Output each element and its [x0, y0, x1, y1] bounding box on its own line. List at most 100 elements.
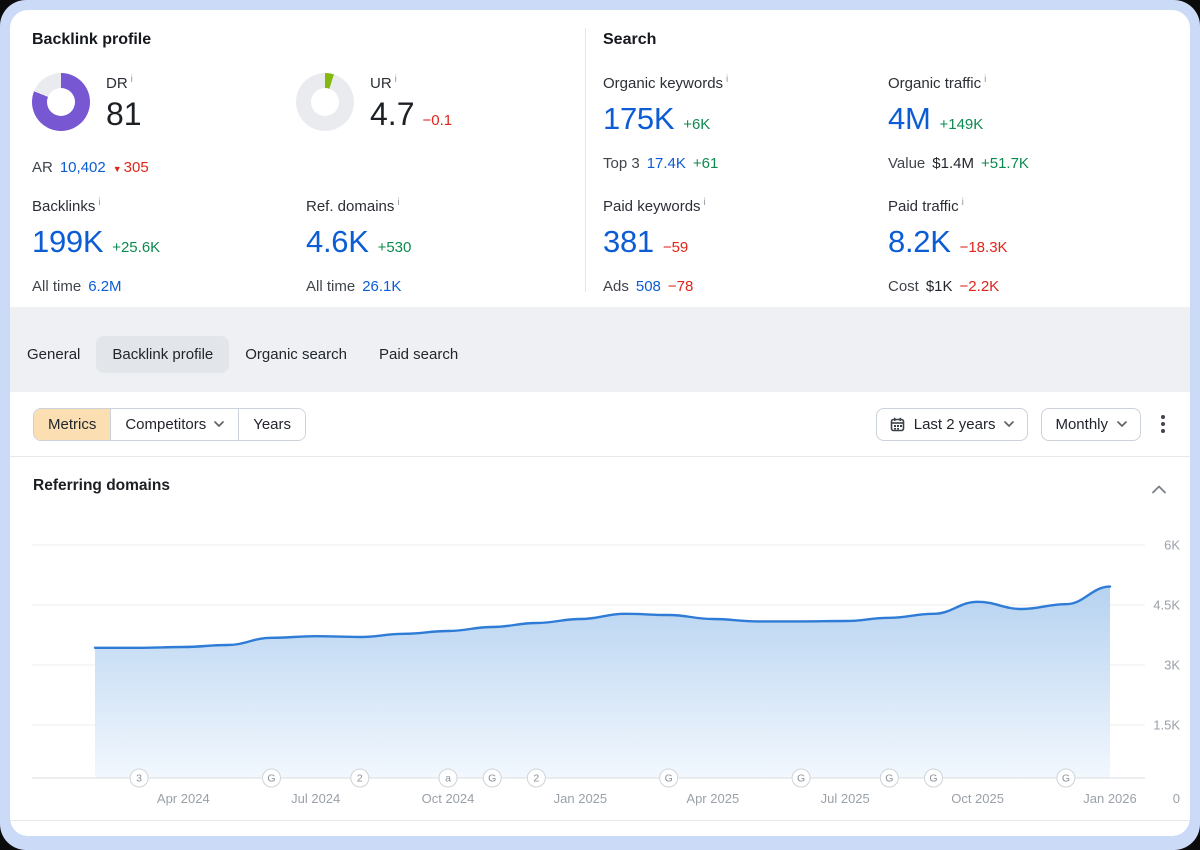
ref-domains-alltime-link[interactable]: 26.1K	[362, 278, 402, 295]
ar-row: AR 10,402 ▼ 305	[32, 159, 149, 178]
ads-prefix: Ads	[603, 278, 629, 295]
organic-traffic-metric: Organic traffic i 4M +149K Value $1.4M +5…	[888, 71, 1029, 173]
backlinks-metric: Backlinks i 199K +25.6K All time 6.2M	[32, 194, 160, 296]
info-icon[interactable]: i	[703, 197, 706, 208]
backlinks-alltime-link[interactable]: 6.2M	[88, 278, 122, 295]
date-range-button[interactable]: Last 2 years	[875, 407, 1029, 441]
svg-text:G: G	[929, 773, 937, 785]
svg-text:Apr 2025: Apr 2025	[686, 791, 739, 806]
svg-text:Jan 2025: Jan 2025	[554, 791, 608, 806]
svg-text:Oct 2024: Oct 2024	[422, 791, 475, 806]
svg-text:G: G	[885, 773, 893, 785]
ar-prefix: AR	[32, 159, 53, 176]
ref-domains-metric: Ref. domains i 4.6K +530 All time 26.1K	[306, 194, 411, 296]
dr-value: 81	[106, 96, 142, 132]
info-icon[interactable]: i	[961, 197, 964, 208]
info-icon[interactable]: i	[397, 197, 400, 208]
paid-keywords-value-link[interactable]: 381	[603, 224, 654, 259]
ref-domains-label: Ref. domains i	[306, 197, 400, 215]
ads-value-link[interactable]: 508	[635, 278, 661, 295]
svg-text:G: G	[488, 773, 496, 785]
organic-traffic-value-link[interactable]: 4M	[888, 101, 931, 136]
paid-traffic-value-link[interactable]: 8.2K	[888, 224, 951, 259]
svg-text:3: 3	[136, 773, 142, 785]
svg-text:Jan 2026: Jan 2026	[1083, 791, 1137, 806]
ur-value: 4.7 −0.1	[370, 96, 452, 139]
chevron-down-icon	[1004, 421, 1015, 427]
svg-text:Apr 2024: Apr 2024	[157, 791, 210, 806]
svg-text:0: 0	[1173, 791, 1180, 806]
organic-traffic-label: Organic traffic i	[888, 74, 987, 92]
paid-traffic-delta: −18.3K	[959, 239, 1008, 256]
section-divider	[585, 28, 586, 292]
svg-text:G: G	[267, 773, 275, 785]
backlinks-label: Backlinks i	[32, 197, 101, 215]
ur-gauge-donut	[296, 73, 354, 131]
svg-text:Oct 2025: Oct 2025	[951, 791, 1004, 806]
backlink-profile-title: Backlink profile	[32, 31, 152, 48]
ref-domains-delta: +530	[377, 239, 412, 256]
years-segment[interactable]: Years	[238, 408, 306, 440]
ur-block: UR i 4.7 −0.1	[370, 71, 452, 139]
organic-keywords-label: Organic keywords i	[603, 74, 729, 92]
ref-domains-value-link[interactable]: 4.6K	[306, 224, 369, 259]
svg-text:G: G	[665, 773, 673, 785]
cost-delta: −2.2K	[959, 278, 1000, 295]
chevron-down-icon	[1117, 421, 1127, 427]
svg-text:a: a	[445, 773, 451, 785]
info-icon[interactable]: i	[984, 74, 987, 85]
svg-text:3K: 3K	[1164, 658, 1180, 673]
panel-bottom-divider	[10, 820, 1190, 821]
cost-value: $1K	[925, 278, 953, 295]
organic-keywords-value-link[interactable]: 175K	[603, 101, 675, 136]
value-prefix: Value	[888, 155, 926, 172]
organic-keywords-metric: Organic keywords i 175K +6K Top 3 17.4K +…	[603, 71, 728, 173]
tab-general[interactable]: General	[27, 346, 81, 363]
top3-prefix: Top 3	[603, 155, 640, 172]
overview-card: Backlink profile Search DR i 81 AR 10,402…	[10, 10, 1190, 836]
backlinks-delta: +25.6K	[112, 239, 161, 256]
ar-value-link[interactable]: 10,402	[59, 159, 106, 176]
ur-label: UR i	[370, 74, 397, 92]
chevron-down-icon	[214, 421, 225, 427]
info-icon[interactable]: i	[130, 74, 133, 85]
backlinks-value-link[interactable]: 199K	[32, 224, 104, 259]
referring-domains-panel-header: Referring domains	[10, 457, 1190, 520]
view-segmented-control: Metrics Competitors Years	[33, 407, 307, 441]
info-icon[interactable]: i	[726, 74, 729, 85]
backlinks-sub-prefix: All time	[32, 278, 82, 295]
top3-value-link[interactable]: 17.4K	[646, 155, 686, 172]
competitors-segment[interactable]: Competitors	[110, 408, 239, 440]
paid-traffic-metric: Paid traffic i 8.2K −18.3K Cost $1K −2.2K	[888, 194, 1008, 296]
granularity-button[interactable]: Monthly	[1041, 407, 1141, 441]
traffic-value-delta: +51.7K	[980, 155, 1029, 172]
report-tabs: General Backlink profile Organic search …	[10, 307, 1190, 392]
svg-text:6K: 6K	[1164, 538, 1180, 553]
paid-keywords-label: Paid keywords i	[603, 197, 706, 215]
search-title: Search	[603, 31, 657, 48]
top3-delta: +61	[692, 155, 719, 172]
svg-text:1.5K: 1.5K	[1153, 718, 1180, 733]
more-options-button[interactable]	[1156, 409, 1170, 439]
info-icon[interactable]: i	[98, 197, 101, 208]
ur-delta: −0.1	[422, 112, 453, 129]
calendar-icon	[890, 417, 905, 432]
metrics-segment[interactable]: Metrics	[34, 408, 111, 440]
dr-label: DR i	[106, 74, 133, 92]
tab-paid-search[interactable]: Paid search	[378, 346, 459, 363]
tab-backlink-profile[interactable]: Backlink profile	[96, 336, 230, 373]
paid-traffic-label: Paid traffic i	[888, 197, 964, 215]
svg-text:4.5K: 4.5K	[1153, 598, 1180, 613]
organic-keywords-delta: +6K	[683, 116, 711, 133]
ar-delta: ▼ 305	[112, 159, 149, 176]
dr-block: DR i 81	[106, 71, 142, 132]
referring-domains-chart[interactable]: 3 G 2 a G 2 G G G G G 6K 4.5K 3K 1.5K 0 Apr 2024 Jul 2024…	[10, 520, 1190, 820]
ads-delta: −78	[667, 278, 694, 295]
info-icon[interactable]: i	[394, 74, 397, 85]
tab-organic-search[interactable]: Organic search	[245, 346, 347, 363]
collapse-chevron-up-icon[interactable]	[1150, 479, 1168, 501]
svg-text:2: 2	[357, 773, 363, 785]
paid-keywords-delta: −59	[662, 239, 689, 256]
svg-text:Jul 2025: Jul 2025	[821, 791, 870, 806]
